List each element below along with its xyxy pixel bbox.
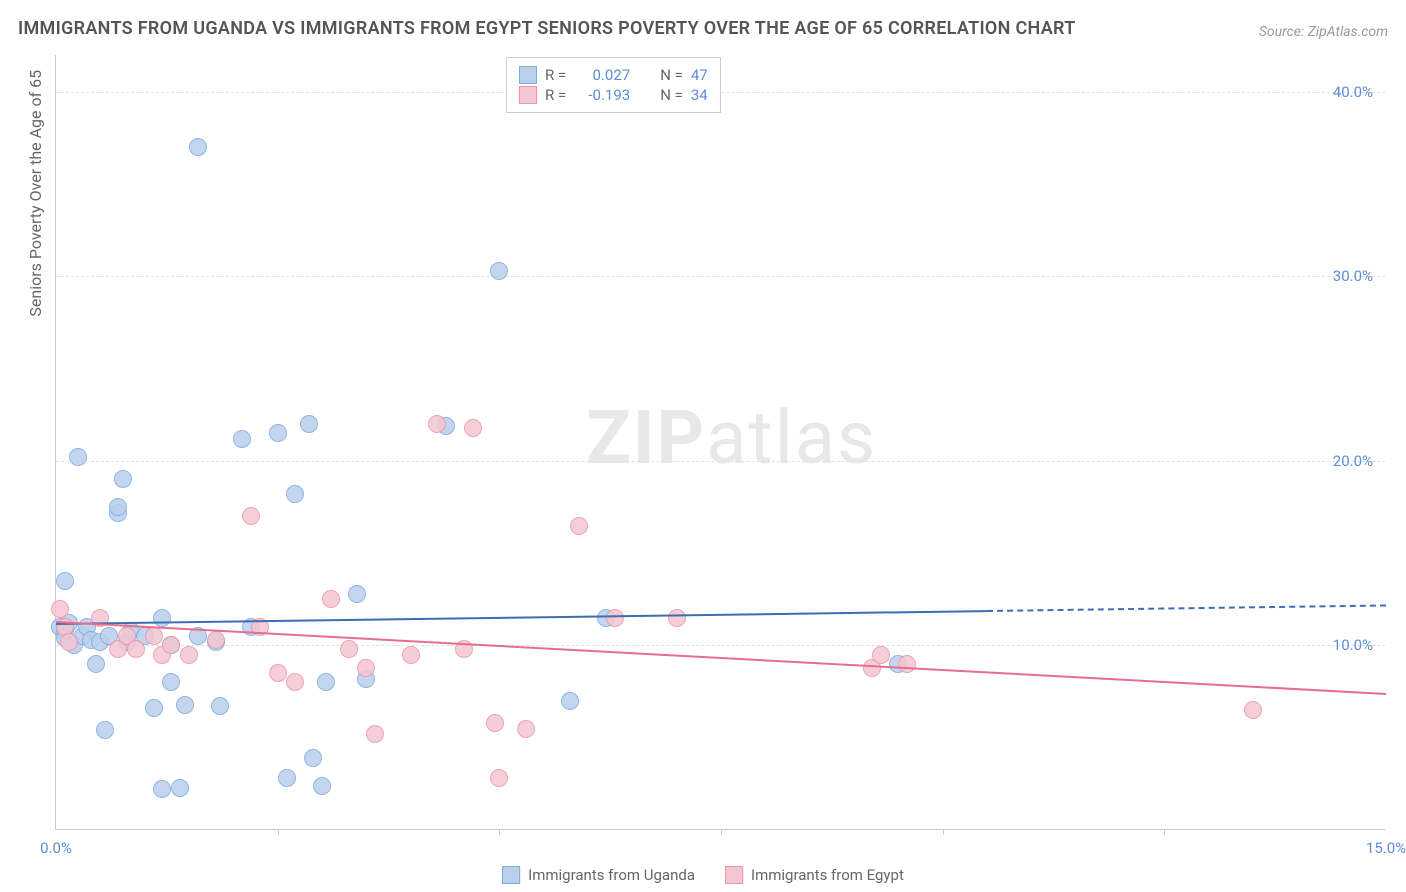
scatter-point	[668, 609, 686, 627]
swatch-icon	[519, 66, 537, 84]
n-label: N =	[660, 86, 683, 104]
trend-line	[56, 610, 987, 625]
scatter-point	[60, 633, 78, 651]
r-label: R =	[545, 66, 566, 84]
scatter-point	[189, 138, 207, 156]
y-tick-label: 40.0%	[1333, 83, 1373, 101]
scatter-point	[366, 725, 384, 743]
scatter-point	[233, 430, 251, 448]
stats-legend: R = 0.027 N = 47 R = -0.193 N = 34	[506, 57, 721, 113]
n-label: N =	[660, 66, 683, 84]
watermark: ZIPatlas	[586, 395, 877, 482]
scatter-point	[114, 470, 132, 488]
x-tick-label: 15.0%	[1366, 839, 1406, 857]
x-tick-mark	[499, 829, 500, 835]
y-tick-label: 30.0%	[1333, 267, 1373, 285]
scatter-point	[490, 262, 508, 280]
scatter-point	[153, 780, 171, 798]
scatter-point	[872, 646, 890, 664]
scatter-point	[322, 590, 340, 608]
scatter-point	[464, 419, 482, 437]
scatter-point	[286, 485, 304, 503]
scatter-point	[402, 646, 420, 664]
scatter-point	[96, 721, 114, 739]
source-attribution: Source: ZipAtlas.com	[1259, 24, 1388, 40]
swatch-icon	[725, 866, 743, 884]
scatter-point	[242, 507, 260, 525]
scatter-point	[606, 609, 624, 627]
x-tick-mark	[943, 829, 944, 835]
scatter-point	[286, 673, 304, 691]
scatter-point	[127, 640, 145, 658]
trend-line	[987, 605, 1386, 613]
scatter-point	[304, 749, 322, 767]
scatter-point	[313, 777, 331, 795]
stats-legend-row: R = 0.027 N = 47	[519, 66, 708, 84]
scatter-point	[300, 415, 318, 433]
scatter-point	[898, 655, 916, 673]
plot-area: ZIPatlas 10.0%20.0%30.0%40.0%0.0%15.0%R …	[55, 55, 1385, 830]
scatter-point	[180, 646, 198, 664]
scatter-point	[340, 640, 358, 658]
scatter-point	[317, 673, 335, 691]
r-value: -0.193	[574, 86, 630, 104]
y-tick-label: 10.0%	[1333, 636, 1373, 654]
legend-item-uganda: Immigrants from Uganda	[502, 866, 695, 884]
chart-title: IMMIGRANTS FROM UGANDA VS IMMIGRANTS FRO…	[18, 18, 1076, 39]
scatter-point	[428, 415, 446, 433]
scatter-point	[87, 655, 105, 673]
gridline-horizontal	[56, 645, 1385, 646]
scatter-point	[69, 448, 87, 466]
legend-item-egypt: Immigrants from Egypt	[725, 866, 904, 884]
scatter-point	[153, 609, 171, 627]
n-value: 47	[691, 66, 708, 84]
x-tick-label: 0.0%	[40, 839, 72, 857]
n-value: 34	[691, 86, 708, 104]
gridline-horizontal	[56, 461, 1385, 462]
scatter-point	[109, 498, 127, 516]
scatter-point	[207, 631, 225, 649]
scatter-point	[490, 769, 508, 787]
scatter-point	[176, 696, 194, 714]
scatter-point	[486, 714, 504, 732]
scatter-point	[269, 664, 287, 682]
gridline-horizontal	[56, 276, 1385, 277]
scatter-point	[162, 673, 180, 691]
scatter-point	[269, 424, 287, 442]
scatter-point	[51, 600, 69, 618]
scatter-point	[561, 692, 579, 710]
x-tick-mark	[721, 829, 722, 835]
swatch-icon	[519, 86, 537, 104]
scatter-point	[517, 720, 535, 738]
legend-label: Immigrants from Egypt	[751, 866, 904, 884]
scatter-point	[171, 779, 189, 797]
scatter-point	[1244, 701, 1262, 719]
y-axis-label: Seniors Poverty Over the Age of 65	[26, 70, 45, 317]
stats-legend-row: R = -0.193 N = 34	[519, 86, 708, 104]
y-tick-label: 20.0%	[1333, 452, 1373, 470]
scatter-point	[145, 699, 163, 717]
trend-line	[56, 621, 1386, 695]
scatter-point	[211, 697, 229, 715]
scatter-point	[145, 627, 163, 645]
swatch-icon	[502, 866, 520, 884]
r-label: R =	[545, 86, 566, 104]
series-legend: Immigrants from Uganda Immigrants from E…	[502, 866, 904, 884]
legend-label: Immigrants from Uganda	[528, 866, 695, 884]
x-tick-mark	[278, 829, 279, 835]
scatter-point	[278, 769, 296, 787]
scatter-point	[357, 659, 375, 677]
scatter-point	[56, 572, 74, 590]
x-tick-mark	[1164, 829, 1165, 835]
scatter-point	[570, 517, 588, 535]
r-value: 0.027	[574, 66, 630, 84]
scatter-point	[348, 585, 366, 603]
scatter-point	[162, 636, 180, 654]
chart-container: IMMIGRANTS FROM UGANDA VS IMMIGRANTS FRO…	[0, 0, 1406, 892]
